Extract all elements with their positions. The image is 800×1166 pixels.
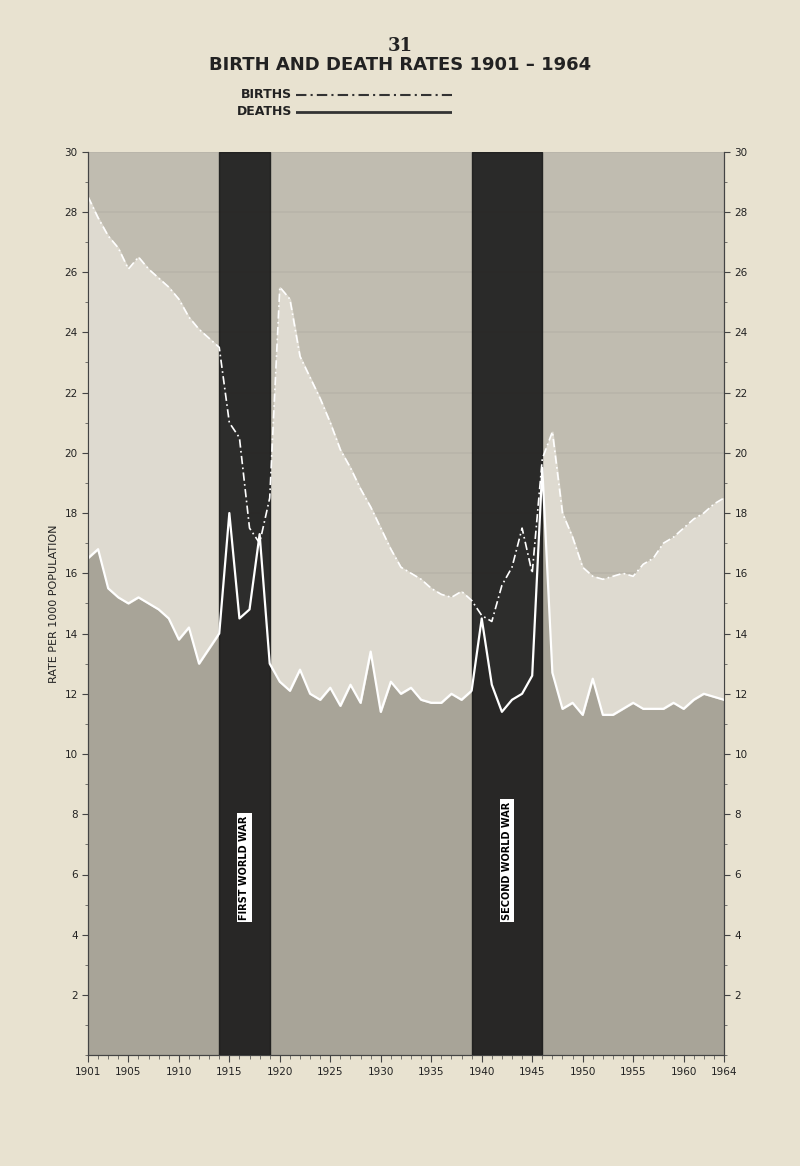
Text: FIRST WORLD WAR: FIRST WORLD WAR	[239, 815, 250, 920]
Text: SECOND WORLD WAR: SECOND WORLD WAR	[502, 801, 512, 920]
Text: 31: 31	[387, 37, 413, 55]
Bar	[219, 152, 270, 1055]
Bar	[472, 152, 542, 1055]
Y-axis label: RATE PER 1000 POPULATION: RATE PER 1000 POPULATION	[49, 525, 58, 682]
Text: BIRTH AND DEATH RATES 1901 – 1964: BIRTH AND DEATH RATES 1901 – 1964	[209, 56, 591, 73]
Text: BIRTHS: BIRTHS	[241, 87, 292, 101]
Text: DEATHS: DEATHS	[237, 105, 292, 119]
